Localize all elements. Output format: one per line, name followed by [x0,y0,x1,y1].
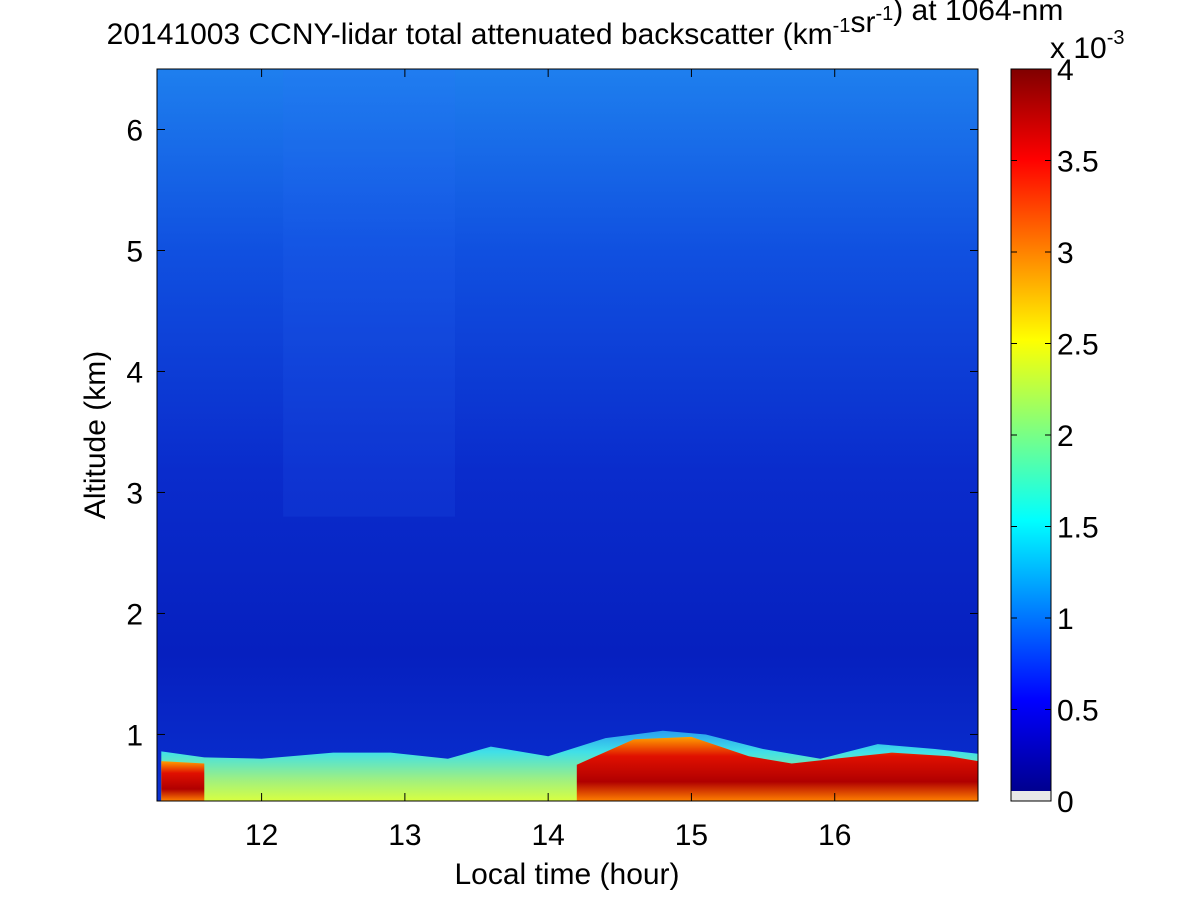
enhanced-layer-right [576,736,978,801]
title-superscript: -1 [875,3,893,25]
banding-segment [283,69,456,517]
colorbar-tick-label: 3 [1057,237,1074,270]
y-tick-label: 1 [126,719,143,752]
multiplier-base: x 10 [1050,32,1107,65]
title-segment: sr [850,6,875,39]
colorbar-tick-label: 0.5 [1057,695,1099,728]
enhanced-layer-left [161,761,205,801]
y-tick-label: 4 [126,356,143,389]
y-tick-label: 6 [126,114,143,147]
plot-frame [156,68,979,802]
colorbar-under [1011,791,1051,801]
colorbar-tick-label: 3.5 [1057,146,1099,179]
colorbar-ticks: 0 0.5 1 1.5 2 2.5 3 3.5 4 [1011,54,1099,819]
colorbar-tick-label: 1.5 [1057,512,1099,545]
title-segment: 20141003 CCNY-lidar total attenuated bac… [107,18,833,51]
x-axis: 12 13 14 15 16 [245,69,851,852]
x-axis-label: Local time (hour) [454,858,679,891]
title-segment: ) at 1064-nm [893,0,1063,27]
y-tick-label: 5 [126,235,143,268]
colorbar [1011,69,1051,791]
colorbar-multiplier: x 10-3 [1050,27,1125,65]
colorbar-tick-label: 2.5 [1057,329,1099,362]
y-tick-label: 3 [126,477,143,510]
colorbar-tick-label: 4 [1057,54,1074,87]
x-tick-label: 12 [245,819,278,852]
chart-title: 20141003 CCNY-lidar total attenuated bac… [107,0,1064,51]
title-superscript: -1 [833,15,851,37]
x-tick-label: 13 [388,819,421,852]
colorbar-tick-label: 2 [1057,420,1074,453]
multiplier-exponent: -3 [1107,27,1125,49]
y-axis-label: Altitude (km) [79,351,112,519]
colorbar-tick-label: 0 [1057,786,1074,819]
colorbar-tick-label: 1 [1057,603,1074,636]
background-signal [157,69,978,801]
y-tick-label: 2 [126,598,143,631]
heatmap-area [157,69,978,801]
x-tick-label: 14 [531,819,564,852]
x-tick-label: 16 [818,819,851,852]
y-axis: 1 2 3 4 5 6 [126,114,978,752]
x-tick-label: 15 [675,819,708,852]
